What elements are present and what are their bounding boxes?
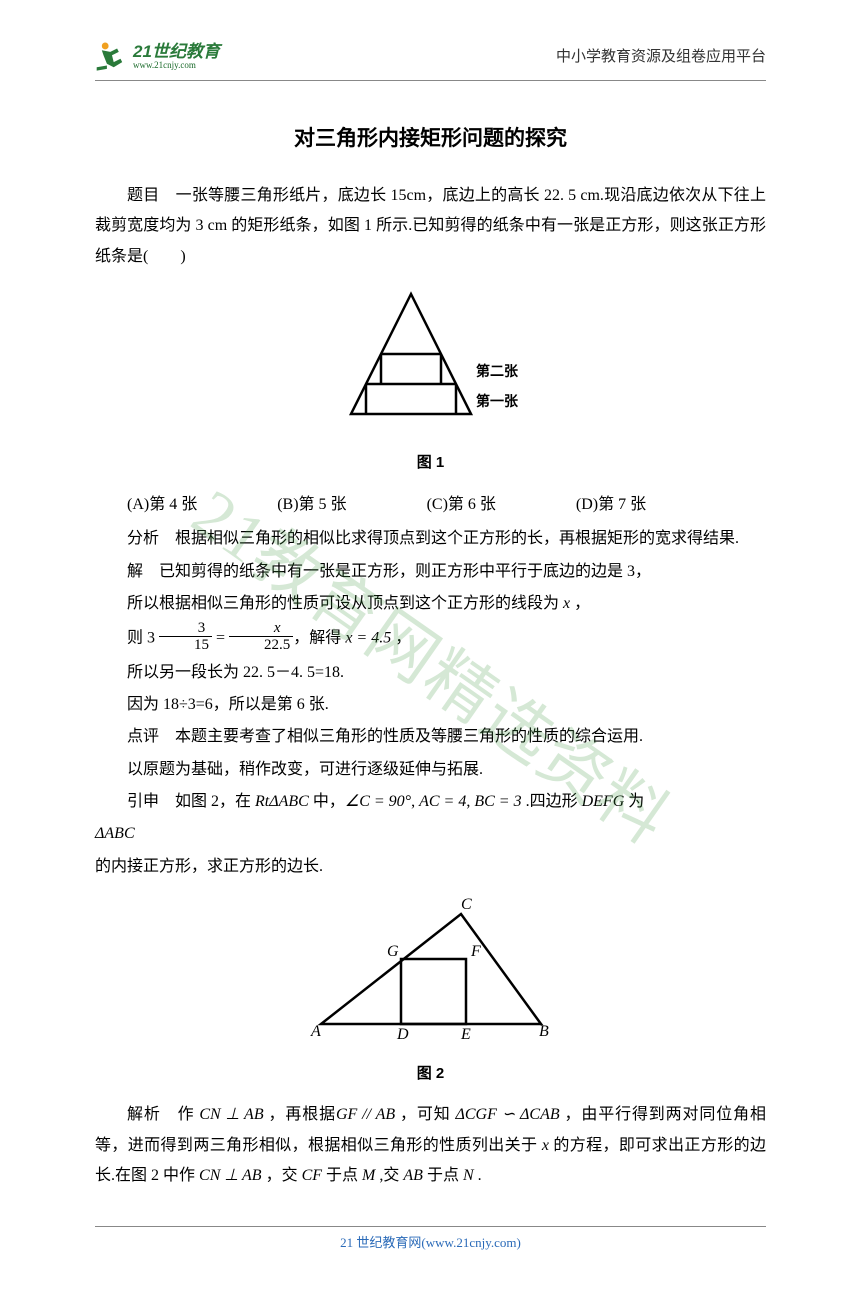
fig2-C: C [461,896,472,913]
jx-pre: 解析 作 [127,1106,199,1123]
jx-gfab: GF // AB [336,1106,395,1123]
header-subtitle: 中小学教育资源及组卷应用平台 [556,43,766,72]
frac2: x 22.5 [229,620,293,654]
figure1-svg: 第二张 第一张 [321,284,541,434]
jx-n: N [463,1167,474,1184]
option-c: (C)第 6 张 [427,490,496,520]
ext-mid2: .四边形 [522,793,582,810]
jx-m1: ，再根据 [264,1106,336,1123]
jx-end: . [474,1167,482,1184]
ext-c1: , [411,793,419,810]
analysis-yiyuanti: 以原题为基础，稍作改变，可进行逐级延伸与拓展. [95,755,766,785]
analysis-jie2: 所以根据相似三角形的性质可设从顶点到这个正方形的线段为 x ， [95,589,766,619]
figure-2: A B C D E F G 图 2 [95,894,766,1088]
ze-post: ， [391,629,411,646]
analysis-jie1: 解 已知剪得的纸条中有一张是正方形，则正方形中平行于底边的边是 3， [95,557,766,587]
jx-cnab2: CN ⊥ AB [199,1167,262,1184]
jx-cnab: CN ⊥ AB [199,1106,263,1123]
ext-rt: RtΔABC [255,793,309,810]
eq-sign: = [216,629,229,646]
ze-pre: 则 3 [127,629,155,646]
figure2-caption: 图 2 [95,1060,766,1089]
extension-line3: 的内接正方形，求正方形的边长. [95,852,766,882]
logo-runner-icon [95,40,129,74]
option-a: (A)第 4 张 [127,490,197,520]
ext-bc: BC = 3 [474,793,521,810]
figure1-caption: 图 1 [95,449,766,478]
jx-m2: ，可知 [395,1106,455,1123]
fig2-D: D [396,1026,409,1043]
jx-m6: 于点 [322,1167,362,1184]
jx-sim: ΔCGF ∽ ΔCAB [455,1106,559,1123]
ze-mid: ，解得 [293,629,345,646]
logo-text: 21世纪教育 www.21cnjy.com [133,43,220,72]
page: 21教育网精选资料 21世纪教育 www.21cnjy.com 中小学教育资源及… [0,0,861,1296]
jx-m8: 于点 [423,1167,463,1184]
frac1-den: 15 [159,637,212,654]
ext-angle: ∠C = 90° [345,793,411,810]
ext-ac: AC = 4 [419,793,466,810]
fig1-label2: 第二张 [476,363,519,379]
logo: 21世纪教育 www.21cnjy.com [95,40,220,74]
jx-cf: CF [302,1167,322,1184]
ext-mid1: 中， [309,793,345,810]
problem-text: 题目 一张等腰三角形纸片，底边长 15cm，底边上的高长 22. 5 cm.现沿… [95,181,766,272]
logo-cn-text: 21世纪教育 [133,43,220,62]
jx-mp: M [362,1167,375,1184]
ze-ans: x = 4.5 [345,629,391,646]
page-footer: 21 世纪教育网(www.21cnjy.com) [95,1226,766,1256]
jie2-post: ， [570,595,590,612]
page-title: 对三角形内接矩形问题的探究 [95,119,766,159]
analysis-line4: 所以另一段长为 22. 5－4. 5=18. [95,658,766,688]
jie2-pre: 所以根据相似三角形的性质可设从顶点到这个正方形的线段为 [127,595,563,612]
ext-abc: ΔABC [95,825,135,842]
ext-pre: 引申 如图 2，在 [127,793,255,810]
fig1-label1: 第一张 [476,393,519,409]
analysis-fenxi: 分析 根据相似三角形的相似比求得顶点到这个正方形的长，再根据矩形的宽求得结果. [95,524,766,554]
page-header: 21世纪教育 www.21cnjy.com 中小学教育资源及组卷应用平台 [95,40,766,81]
fig2-B: B [539,1023,549,1040]
analysis-dianping: 点评 本题主要考查了相似三角形的性质及等腰三角形的性质的综合运用. [95,722,766,752]
footer-link[interactable]: 21 世纪教育网(www.21cnjy.com) [340,1235,521,1250]
content: 对三角形内接矩形问题的探究 题目 一张等腰三角形纸片，底边长 15cm，底边上的… [95,119,766,1191]
jx-m5: ，交 [262,1167,302,1184]
analysis-line5: 因为 18÷3=6，所以是第 6 张. [95,690,766,720]
frac2-num: x [229,620,293,638]
option-b: (B)第 5 张 [277,490,346,520]
figure2-svg: A B C D E F G [301,894,561,1044]
jx-ab: AB [403,1167,423,1184]
fig2-G: G [387,943,399,960]
analysis-eq: 则 3 3 15 = x 22.5 ，解得 x = 4.5 ， [95,622,766,656]
extension-line2: ΔABC [95,819,766,849]
options-row: (A)第 4 张 (B)第 5 张 (C)第 6 张 (D)第 7 张 [95,490,766,520]
jx-x: x [542,1137,549,1154]
frac1-num: 3 [159,620,212,638]
jiexi-text: 解析 作 CN ⊥ AB ，再根据GF // AB ，可知 ΔCGF ∽ ΔCA… [95,1100,766,1191]
frac1: 3 15 [159,620,212,654]
jx-m7: ,交 [375,1167,403,1184]
logo-url-text: www.21cnjy.com [133,61,220,71]
fig2-F: F [470,943,481,960]
figure-1: 第二张 第一张 图 1 [95,284,766,478]
frac2-den: 22.5 [229,637,293,654]
option-d: (D)第 7 张 [576,490,646,520]
ext-post: 为 [624,793,644,810]
ext-defg: DEFG [582,793,625,810]
fig2-A: A [310,1023,321,1040]
extension-line1: 引申 如图 2，在 RtΔABC 中，∠C = 90°, AC = 4, BC … [95,787,766,817]
fig2-E: E [460,1026,471,1043]
